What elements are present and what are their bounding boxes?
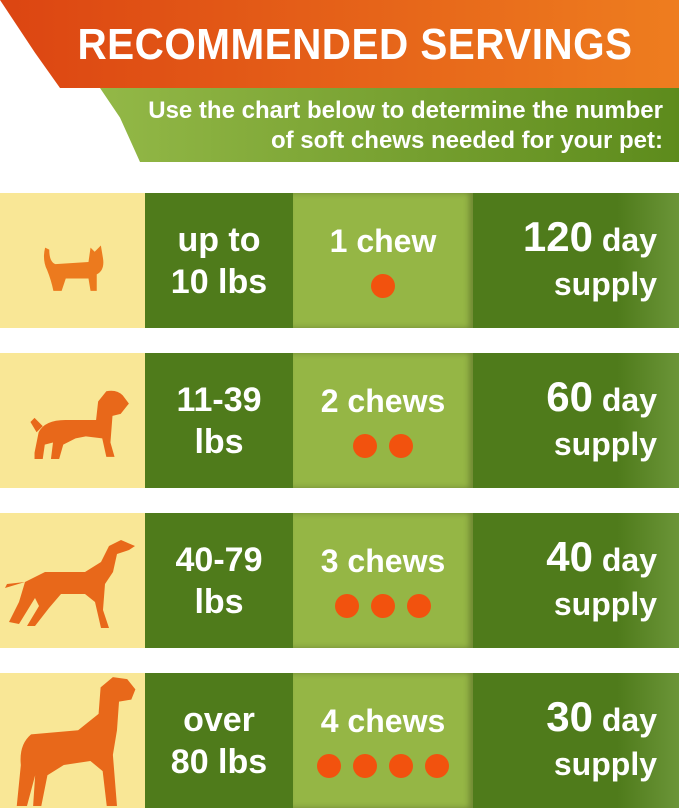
- supply-label: supply: [553, 426, 657, 462]
- weight-line-2: lbs: [194, 422, 244, 461]
- chews-cell: 1 chew: [293, 193, 473, 328]
- weight-line-1: 11-39: [176, 380, 262, 419]
- chews-cell: 4 chews: [293, 673, 473, 808]
- chew-dots: [353, 434, 413, 458]
- chew-dots: [317, 754, 449, 778]
- terrier-icon: [29, 390, 129, 459]
- chews-label: 3 chews: [320, 543, 446, 579]
- chew-dot: [335, 594, 359, 618]
- weight-line-1: 40-79: [175, 540, 263, 579]
- weight-line-2: 10 lbs: [170, 262, 268, 301]
- chew-dot: [371, 274, 395, 298]
- dog-cell: [0, 673, 145, 808]
- weight-cell: up to 10 lbs: [145, 193, 293, 328]
- chew-dot: [389, 754, 413, 778]
- weight-cell: over 80 lbs: [145, 673, 293, 808]
- supply-days: 60: [546, 373, 593, 420]
- day-label: day: [601, 382, 657, 418]
- chew-dot: [425, 754, 449, 778]
- day-label: day: [601, 542, 657, 578]
- day-label: day: [601, 702, 657, 738]
- weight-line-2: lbs: [194, 582, 244, 621]
- title-banner: [0, 0, 679, 88]
- chews-label: 2 chews: [320, 383, 446, 419]
- chew-dot: [353, 754, 377, 778]
- chew-dots: [335, 594, 431, 618]
- chew-dot: [353, 434, 377, 458]
- weight-cell: 40-79 lbs: [145, 513, 293, 648]
- weight-cell: 11-39 lbs: [145, 353, 293, 488]
- supply-label: supply: [553, 586, 657, 622]
- dog-cell: [0, 193, 145, 328]
- chews-cell: 3 chews: [293, 513, 473, 648]
- chews-cell: 2 chews: [293, 353, 473, 488]
- subtitle-line-2: of soft chews needed for your pet:: [270, 127, 663, 154]
- serving-row: 40-79 lbs 3 chews 40 day supply: [0, 513, 679, 648]
- supply-days: 30: [546, 693, 593, 740]
- subtitle: Use the chart below to determine the num…: [103, 96, 663, 156]
- chew-dot: [407, 594, 431, 618]
- subtitle-line-1: Use the chart below to determine the num…: [148, 97, 663, 124]
- supply-cell: 40 day supply: [473, 513, 679, 648]
- serving-row: over 80 lbs 4 chews 30 day supply: [0, 673, 679, 808]
- weight-line-1: over: [183, 700, 255, 739]
- weight-line-2: 80 lbs: [170, 742, 268, 781]
- dog-cell: [0, 353, 145, 488]
- supply-label: supply: [553, 266, 657, 302]
- serving-row: 11-39 lbs 2 chews 60 day supply: [0, 353, 679, 488]
- serving-row: up to 10 lbs 1 chew 120 day supply: [0, 193, 679, 328]
- small-dog-icon: [43, 245, 103, 291]
- supply-cell: 30 day supply: [473, 673, 679, 808]
- chews-label: 1 chew: [329, 223, 437, 259]
- dog-cell: [0, 513, 145, 648]
- day-label: day: [601, 222, 657, 258]
- supply-cell: 60 day supply: [473, 353, 679, 488]
- supply-cell: 120 day supply: [473, 193, 679, 328]
- weight-line-1: up to: [177, 220, 261, 259]
- chew-dot: [389, 434, 413, 458]
- chew-dots: [371, 274, 395, 298]
- chew-dot: [317, 754, 341, 778]
- supply-days: 40: [546, 533, 593, 580]
- page-title: RECOMMENDED SERVINGS: [77, 20, 633, 69]
- great-dane-icon: [16, 677, 135, 806]
- subtitle-banner: [100, 88, 679, 162]
- pointer-dog-icon: [5, 539, 135, 628]
- supply-days: 120: [522, 213, 593, 260]
- chews-label: 4 chews: [320, 703, 446, 739]
- supply-label: supply: [553, 746, 657, 782]
- chew-dot: [371, 594, 395, 618]
